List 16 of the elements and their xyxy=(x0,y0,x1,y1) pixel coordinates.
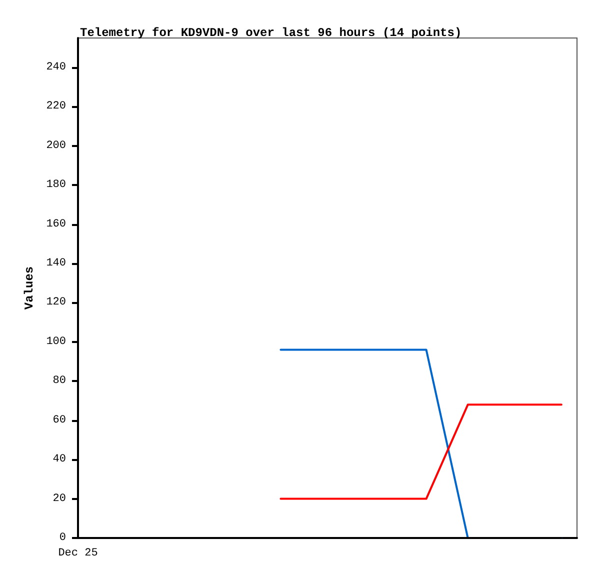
y-tick-label: 180 xyxy=(46,179,66,192)
y-tick-label: 0 xyxy=(59,532,66,544)
chart-title: Telemetry for KD9VDN-9 over last 96 hours (14 points) xyxy=(80,26,462,40)
y-tick-label: 200 xyxy=(46,140,66,152)
y-tick-label: 160 xyxy=(46,218,66,230)
y-tick-label: 80 xyxy=(52,375,66,388)
y-tick-label: 240 xyxy=(46,61,66,74)
x-tick-label: Dec 25 xyxy=(58,548,98,560)
y-tick-label: 220 xyxy=(46,100,66,113)
y-tick-label: 140 xyxy=(46,257,66,270)
y-tick-label: 20 xyxy=(52,492,66,505)
y-tick-label: 60 xyxy=(52,414,66,426)
y-tick-label: 120 xyxy=(46,296,66,309)
y-tick-label: 40 xyxy=(52,454,66,466)
y-tick-label: 100 xyxy=(46,336,66,348)
y-axis-title: Values xyxy=(22,266,36,310)
